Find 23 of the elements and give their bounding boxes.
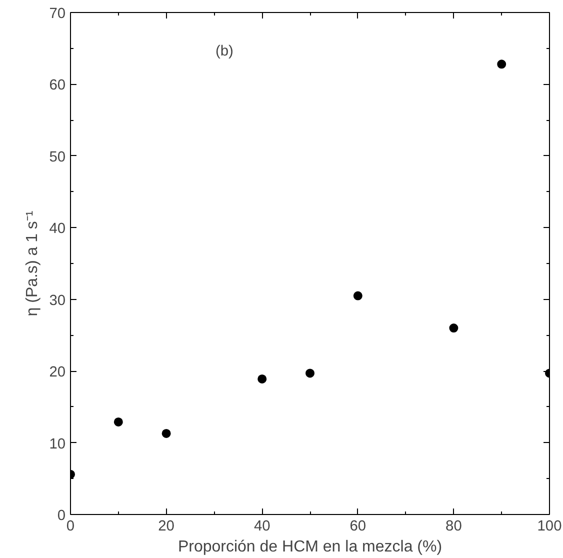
annotation: (b): [216, 44, 234, 60]
y-tick-label: 60: [49, 78, 66, 94]
x-tick-label: 40: [254, 518, 270, 534]
y-tick-label: 50: [49, 149, 66, 166]
y-axis-title: η (Pa.s) a 1 s⁻¹: [24, 210, 42, 316]
x-tick-label: 20: [158, 518, 174, 534]
x-tick-label: 60: [350, 518, 366, 534]
x-tick-label: 80: [446, 518, 462, 534]
y-tick-label: 30: [49, 292, 66, 309]
point: [449, 324, 458, 333]
x-tick-label: 100: [537, 518, 562, 534]
point: [306, 368, 314, 378]
point: [114, 417, 123, 426]
point: [162, 428, 171, 438]
y-tick-label: 40: [49, 221, 66, 238]
point: [353, 291, 362, 300]
y-tick-label: 10: [49, 436, 66, 452]
y-tick-label: 70: [49, 6, 66, 22]
point: [258, 374, 267, 384]
point: [497, 60, 506, 69]
y-tick-label: 0: [57, 508, 66, 524]
y-tick-label: 20: [49, 364, 66, 381]
x-axis-title: Proporción de HCM en la mezcla (%): [178, 538, 442, 556]
